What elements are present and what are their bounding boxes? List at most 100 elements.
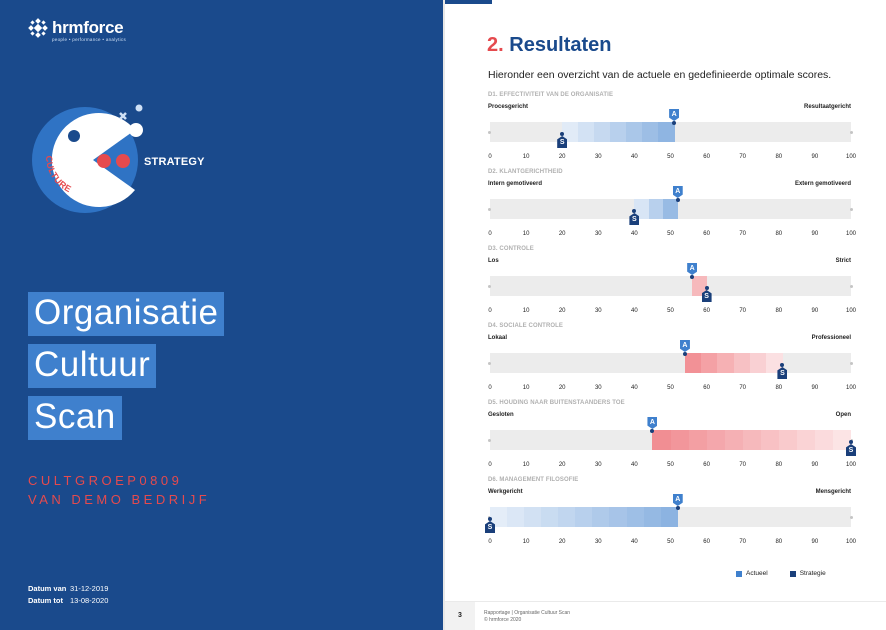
tick-label: 50 — [667, 385, 674, 391]
page-divider — [443, 0, 445, 630]
intro-text: Hieronder een overzicht van de actuele e… — [488, 69, 832, 81]
strategie-tag: S — [557, 136, 568, 148]
cover-dates: Datum van 31-12-2019 Datum tot 13-08-202… — [28, 583, 108, 607]
tick-label: 100 — [845, 462, 857, 468]
tick-label: 90 — [811, 154, 819, 160]
results-page: 2. Resultaten Hieronder een overzicht va… — [445, 0, 886, 630]
brand-logo: hrmforce people • performance • analytic… — [28, 18, 126, 42]
tick-label: 30 — [594, 539, 602, 545]
tick-label: 60 — [703, 154, 710, 160]
x-axis-ticks: 0 10 20 30 40 50 60 70 80 90 100 — [488, 462, 856, 472]
actueel-tag: A — [647, 417, 658, 429]
strategie-tag: S — [777, 367, 788, 379]
chart-legend: Actueel Strategie — [736, 570, 826, 577]
tick-label: 0 — [488, 462, 492, 468]
actueel-tag: A — [679, 340, 690, 352]
dimension-right-pole: Resultaatgericht — [803, 104, 851, 110]
gap-segment — [717, 353, 735, 373]
tick-label: 20 — [558, 231, 566, 237]
gap-segment — [507, 507, 525, 527]
gap-segment — [626, 122, 643, 142]
date-from-value: 31-12-2019 — [70, 584, 109, 593]
tick-label: 20 — [558, 154, 566, 160]
tick-label: 100 — [845, 385, 857, 391]
tick-label: 80 — [775, 462, 783, 468]
tick-label: 10 — [522, 231, 530, 237]
tick-label: 10 — [522, 308, 530, 314]
gap-segment — [626, 507, 645, 527]
tick-label: 20 — [558, 385, 566, 391]
tick-label: 30 — [594, 462, 602, 468]
gap-segment — [778, 430, 798, 450]
tick-label: 50 — [667, 231, 674, 237]
tick-label: 10 — [522, 154, 530, 160]
actueel-dot — [675, 198, 680, 202]
tick-label: 80 — [775, 539, 783, 545]
track-end-dot — [850, 208, 853, 211]
dimension-right-pole: Open — [835, 412, 851, 418]
strategie-tag: S — [846, 444, 856, 456]
legend-swatch-strategie — [789, 570, 796, 577]
x-axis-ticks: 0 10 20 30 40 50 60 70 80 90 100 — [488, 308, 856, 318]
tick-label: 0 — [488, 231, 492, 237]
track-end-dot — [850, 516, 853, 519]
gap-segment — [643, 507, 662, 527]
brand-tagline: people • performance • analytics — [52, 37, 127, 42]
tick-label: 80 — [775, 308, 783, 314]
title-line-3: Scan — [28, 396, 122, 440]
gap-segment — [524, 507, 542, 527]
actueel-dot — [650, 429, 655, 433]
gap-segment — [760, 430, 780, 450]
gap-segment — [648, 199, 664, 219]
tick-label: 50 — [667, 308, 674, 314]
date-to-label: Datum tot — [28, 596, 63, 605]
culture-strategy-badge: CULTURE STRATEGY — [28, 100, 228, 230]
strategie-dot — [488, 517, 492, 521]
gap-segment — [541, 507, 559, 527]
dimension-title: D1. EFFECTIVITEIT VAN DE ORGANISATIE — [488, 92, 614, 98]
legend-swatch-actueel — [736, 570, 742, 577]
dimension-left-pole: Los — [488, 258, 499, 264]
gap-segment — [742, 430, 762, 450]
gap-segment — [562, 122, 579, 142]
culture-pacman-icon: CULTURE — [32, 104, 143, 213]
footer-line-2: © hrmforce 2020 — [484, 616, 522, 623]
tick-label: 10 — [522, 539, 530, 545]
title-line-1: Organisatie — [28, 292, 225, 336]
gap-segment — [558, 507, 576, 527]
gap-segment — [688, 430, 708, 450]
gap-segment — [684, 353, 702, 373]
page-number: 3 — [445, 602, 475, 630]
gap-segment — [609, 507, 628, 527]
tick-label: 70 — [739, 231, 747, 237]
cover-title: Organisatie Cultuur Scan — [28, 292, 225, 448]
gap-segment — [594, 122, 611, 142]
gap-segment — [660, 507, 679, 527]
gap-segment — [733, 353, 751, 373]
gap-segment — [575, 507, 593, 527]
strategie-dot — [849, 440, 853, 444]
gap-segment — [578, 122, 595, 142]
dimension-right-pole: Professioneel — [811, 335, 851, 341]
track-end-dot — [488, 131, 491, 134]
track-end-dot — [488, 362, 491, 365]
gap-segment — [749, 353, 767, 373]
tick-label: 40 — [631, 308, 638, 314]
track-end-dot — [850, 285, 853, 288]
logo-mark-icon — [28, 18, 48, 38]
tick-label: 60 — [703, 231, 710, 237]
tick-label: 30 — [594, 154, 602, 160]
track-end-dot — [488, 208, 491, 211]
tick-label: 90 — [811, 462, 819, 468]
track-end-dot — [488, 439, 491, 442]
strategie-tag: S — [701, 290, 712, 302]
tick-label: 60 — [703, 539, 710, 545]
dimension-title: D5. HOUDING NAAR BUITENSTAANDERS TOE — [488, 400, 625, 406]
actueel-dot — [675, 506, 680, 510]
gap-segment — [706, 430, 726, 450]
dimension-right-pole: Extern gemotiveerd — [794, 181, 851, 187]
